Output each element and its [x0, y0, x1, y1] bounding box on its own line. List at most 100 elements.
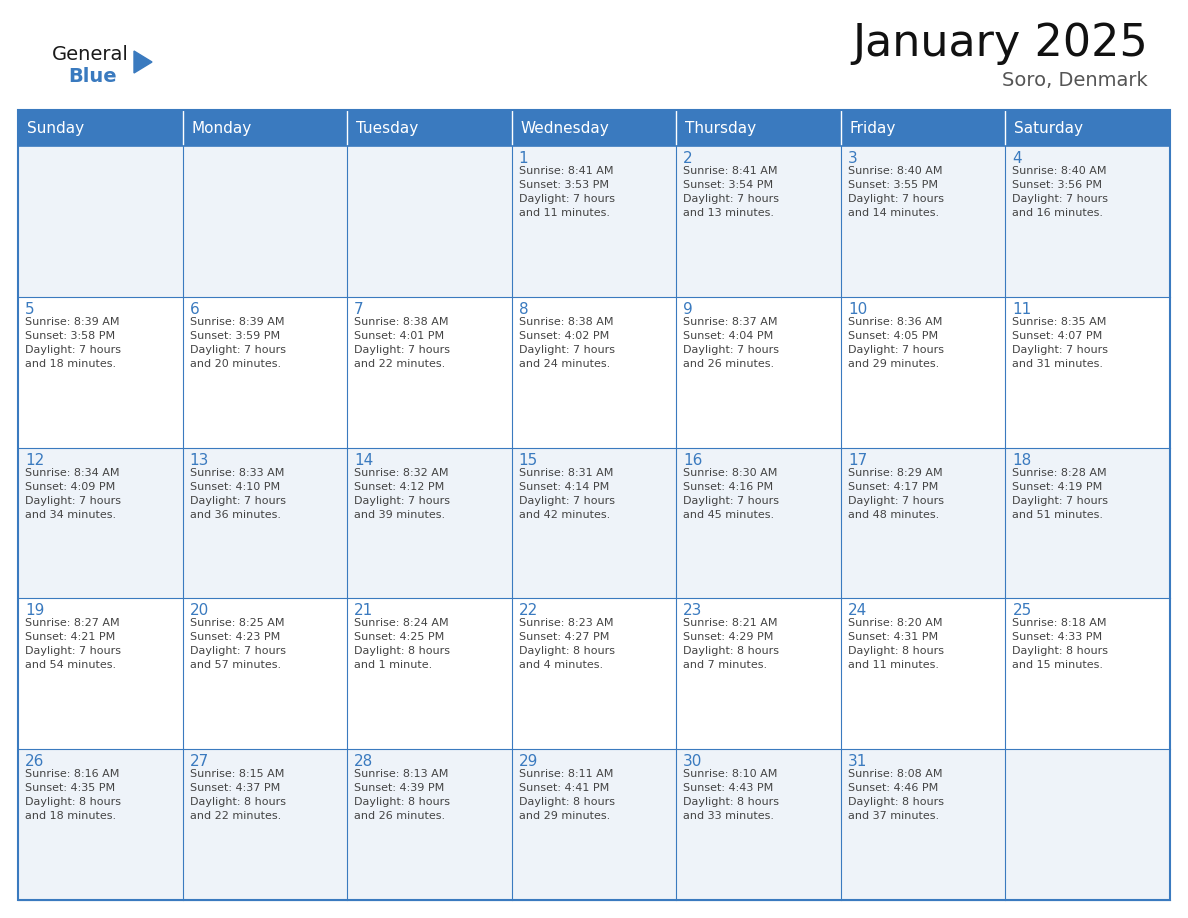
Text: Sunrise: 8:13 AM
Sunset: 4:39 PM
Daylight: 8 hours
and 26 minutes.: Sunrise: 8:13 AM Sunset: 4:39 PM Dayligh…: [354, 769, 450, 822]
Bar: [347, 599, 512, 749]
Text: January 2025: January 2025: [852, 22, 1148, 65]
Text: 1: 1: [519, 151, 529, 166]
Text: Sunrise: 8:11 AM
Sunset: 4:41 PM
Daylight: 8 hours
and 29 minutes.: Sunrise: 8:11 AM Sunset: 4:41 PM Dayligh…: [519, 769, 614, 822]
Text: Sunrise: 8:40 AM
Sunset: 3:55 PM
Daylight: 7 hours
and 14 minutes.: Sunrise: 8:40 AM Sunset: 3:55 PM Dayligh…: [848, 166, 943, 218]
Text: Sunrise: 8:39 AM
Sunset: 3:59 PM
Daylight: 7 hours
and 20 minutes.: Sunrise: 8:39 AM Sunset: 3:59 PM Dayligh…: [190, 317, 285, 369]
Text: Blue: Blue: [68, 67, 116, 86]
Bar: [676, 599, 841, 749]
Text: Sunrise: 8:41 AM
Sunset: 3:53 PM
Daylight: 7 hours
and 11 minutes.: Sunrise: 8:41 AM Sunset: 3:53 PM Dayligh…: [519, 166, 614, 218]
Text: 20: 20: [190, 603, 209, 619]
Bar: [841, 110, 1005, 146]
Text: Sunday: Sunday: [27, 120, 84, 136]
Bar: [18, 297, 183, 448]
Bar: [183, 110, 347, 146]
Text: 4: 4: [1012, 151, 1022, 166]
Bar: [347, 297, 512, 448]
Text: 31: 31: [848, 755, 867, 769]
Text: 21: 21: [354, 603, 373, 619]
Text: Thursday: Thursday: [685, 120, 757, 136]
Text: Friday: Friday: [849, 120, 896, 136]
Bar: [347, 749, 512, 900]
Text: Sunrise: 8:32 AM
Sunset: 4:12 PM
Daylight: 7 hours
and 39 minutes.: Sunrise: 8:32 AM Sunset: 4:12 PM Dayligh…: [354, 467, 450, 520]
Bar: [676, 448, 841, 599]
Text: 25: 25: [1012, 603, 1031, 619]
Bar: [1005, 146, 1170, 297]
Text: Sunrise: 8:30 AM
Sunset: 4:16 PM
Daylight: 7 hours
and 45 minutes.: Sunrise: 8:30 AM Sunset: 4:16 PM Dayligh…: [683, 467, 779, 520]
Bar: [18, 110, 1170, 900]
Text: Sunrise: 8:35 AM
Sunset: 4:07 PM
Daylight: 7 hours
and 31 minutes.: Sunrise: 8:35 AM Sunset: 4:07 PM Dayligh…: [1012, 317, 1108, 369]
Text: Sunrise: 8:38 AM
Sunset: 4:02 PM
Daylight: 7 hours
and 24 minutes.: Sunrise: 8:38 AM Sunset: 4:02 PM Dayligh…: [519, 317, 614, 369]
Bar: [347, 448, 512, 599]
Text: 11: 11: [1012, 302, 1031, 317]
Bar: [18, 749, 183, 900]
Text: Sunrise: 8:40 AM
Sunset: 3:56 PM
Daylight: 7 hours
and 16 minutes.: Sunrise: 8:40 AM Sunset: 3:56 PM Dayligh…: [1012, 166, 1108, 218]
Bar: [183, 146, 347, 297]
Bar: [841, 599, 1005, 749]
Text: Sunrise: 8:18 AM
Sunset: 4:33 PM
Daylight: 8 hours
and 15 minutes.: Sunrise: 8:18 AM Sunset: 4:33 PM Dayligh…: [1012, 619, 1108, 670]
Bar: [676, 110, 841, 146]
Text: Sunrise: 8:39 AM
Sunset: 3:58 PM
Daylight: 7 hours
and 18 minutes.: Sunrise: 8:39 AM Sunset: 3:58 PM Dayligh…: [25, 317, 121, 369]
Bar: [183, 749, 347, 900]
Text: 3: 3: [848, 151, 858, 166]
Bar: [347, 110, 512, 146]
Bar: [1005, 297, 1170, 448]
Text: Monday: Monday: [191, 120, 252, 136]
Bar: [841, 146, 1005, 297]
Polygon shape: [134, 51, 152, 73]
Text: Sunrise: 8:08 AM
Sunset: 4:46 PM
Daylight: 8 hours
and 37 minutes.: Sunrise: 8:08 AM Sunset: 4:46 PM Dayligh…: [848, 769, 943, 822]
Text: Sunrise: 8:23 AM
Sunset: 4:27 PM
Daylight: 8 hours
and 4 minutes.: Sunrise: 8:23 AM Sunset: 4:27 PM Dayligh…: [519, 619, 614, 670]
Text: Sunrise: 8:21 AM
Sunset: 4:29 PM
Daylight: 8 hours
and 7 minutes.: Sunrise: 8:21 AM Sunset: 4:29 PM Dayligh…: [683, 619, 779, 670]
Bar: [18, 448, 183, 599]
Text: 22: 22: [519, 603, 538, 619]
Bar: [841, 448, 1005, 599]
Text: Sunrise: 8:27 AM
Sunset: 4:21 PM
Daylight: 7 hours
and 54 minutes.: Sunrise: 8:27 AM Sunset: 4:21 PM Dayligh…: [25, 619, 121, 670]
Bar: [841, 749, 1005, 900]
Text: 7: 7: [354, 302, 364, 317]
Text: 27: 27: [190, 755, 209, 769]
Text: 17: 17: [848, 453, 867, 467]
Text: 19: 19: [25, 603, 44, 619]
Text: 29: 29: [519, 755, 538, 769]
Text: Sunrise: 8:37 AM
Sunset: 4:04 PM
Daylight: 7 hours
and 26 minutes.: Sunrise: 8:37 AM Sunset: 4:04 PM Dayligh…: [683, 317, 779, 369]
Bar: [512, 146, 676, 297]
Text: Tuesday: Tuesday: [356, 120, 418, 136]
Text: 12: 12: [25, 453, 44, 467]
Text: Sunrise: 8:31 AM
Sunset: 4:14 PM
Daylight: 7 hours
and 42 minutes.: Sunrise: 8:31 AM Sunset: 4:14 PM Dayligh…: [519, 467, 614, 520]
Text: 8: 8: [519, 302, 529, 317]
Text: 15: 15: [519, 453, 538, 467]
Text: 16: 16: [683, 453, 702, 467]
Bar: [1005, 749, 1170, 900]
Text: Sunrise: 8:38 AM
Sunset: 4:01 PM
Daylight: 7 hours
and 22 minutes.: Sunrise: 8:38 AM Sunset: 4:01 PM Dayligh…: [354, 317, 450, 369]
Bar: [18, 110, 183, 146]
Bar: [512, 448, 676, 599]
Bar: [676, 749, 841, 900]
Text: Sunrise: 8:34 AM
Sunset: 4:09 PM
Daylight: 7 hours
and 34 minutes.: Sunrise: 8:34 AM Sunset: 4:09 PM Dayligh…: [25, 467, 121, 520]
Bar: [512, 110, 676, 146]
Bar: [512, 297, 676, 448]
Text: 30: 30: [683, 755, 702, 769]
Text: Sunrise: 8:15 AM
Sunset: 4:37 PM
Daylight: 8 hours
and 22 minutes.: Sunrise: 8:15 AM Sunset: 4:37 PM Dayligh…: [190, 769, 285, 822]
Text: 13: 13: [190, 453, 209, 467]
Text: Sunrise: 8:36 AM
Sunset: 4:05 PM
Daylight: 7 hours
and 29 minutes.: Sunrise: 8:36 AM Sunset: 4:05 PM Dayligh…: [848, 317, 943, 369]
Text: Sunrise: 8:10 AM
Sunset: 4:43 PM
Daylight: 8 hours
and 33 minutes.: Sunrise: 8:10 AM Sunset: 4:43 PM Dayligh…: [683, 769, 779, 822]
Text: General: General: [52, 45, 128, 64]
Text: 5: 5: [25, 302, 34, 317]
Text: 26: 26: [25, 755, 44, 769]
Bar: [1005, 110, 1170, 146]
Text: 24: 24: [848, 603, 867, 619]
Bar: [676, 297, 841, 448]
Bar: [676, 146, 841, 297]
Text: 9: 9: [683, 302, 693, 317]
Text: 14: 14: [354, 453, 373, 467]
Text: 2: 2: [683, 151, 693, 166]
Bar: [512, 749, 676, 900]
Text: 6: 6: [190, 302, 200, 317]
Text: 18: 18: [1012, 453, 1031, 467]
Text: Saturday: Saturday: [1015, 120, 1083, 136]
Text: 28: 28: [354, 755, 373, 769]
Bar: [18, 599, 183, 749]
Text: Sunrise: 8:28 AM
Sunset: 4:19 PM
Daylight: 7 hours
and 51 minutes.: Sunrise: 8:28 AM Sunset: 4:19 PM Dayligh…: [1012, 467, 1108, 520]
Bar: [183, 599, 347, 749]
Text: Sunrise: 8:41 AM
Sunset: 3:54 PM
Daylight: 7 hours
and 13 minutes.: Sunrise: 8:41 AM Sunset: 3:54 PM Dayligh…: [683, 166, 779, 218]
Bar: [512, 599, 676, 749]
